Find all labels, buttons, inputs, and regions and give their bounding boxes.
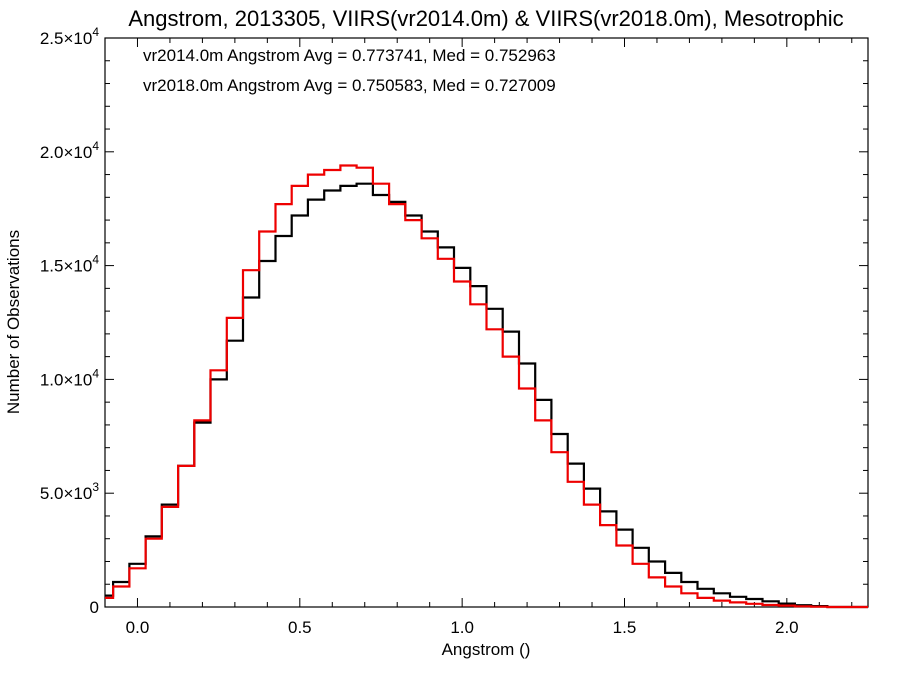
x-tick-label: 0.5 [288,618,312,637]
y-tick-label: 0 [90,598,99,617]
x-tick-label: 1.5 [613,618,637,637]
y-tick-label: 2.5×104 [40,25,99,48]
y-tick-label: 5.0×103 [40,480,99,503]
legend-entry-vr2014: vr2014.0m Angstrom Avg = 0.773741, Med =… [143,46,556,65]
series-layer [105,164,868,609]
x-tick-label: 1.0 [450,618,474,637]
y-tick-label: 2.0×104 [40,139,99,162]
plot-frame [104,37,869,608]
series-line-vr2018.0m [105,164,868,609]
y-tick-label: 1.5×104 [40,253,99,276]
x-tick-label: 0.0 [126,618,150,637]
series-line-vr2014.0m [105,182,868,609]
y-axis-label: Number of Observations [4,230,23,414]
x-axis-label: Angstrom () [442,640,531,659]
y-tick-label: 1.0×104 [40,366,99,389]
x-tick-label: 2.0 [775,618,799,637]
axis-ticks: 0.0 0.5 1.0 1.5 2.0 0 5.0×103 1.0×104 1.5×104 2.0… [40,25,868,637]
chart-title: Angstrom, 2013305, VIIRS(vr2014.0m) & VI… [128,6,843,31]
legend-entry-vr2018: vr2018.0m Angstrom Avg = 0.750583, Med =… [143,76,556,95]
